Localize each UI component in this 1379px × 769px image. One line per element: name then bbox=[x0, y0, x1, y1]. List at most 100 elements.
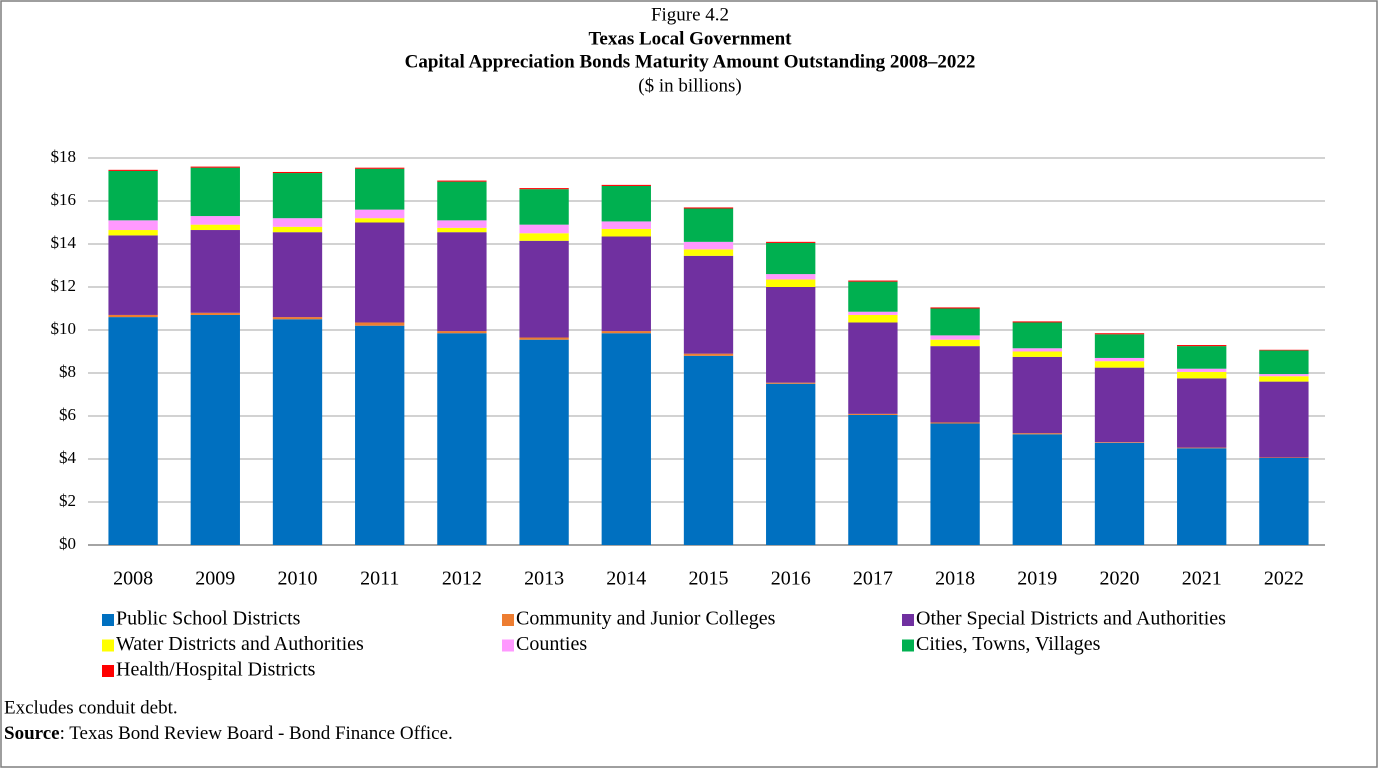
bar-segment bbox=[190, 314, 240, 545]
bar-segment bbox=[1012, 348, 1062, 352]
bar-segment bbox=[1177, 345, 1227, 347]
x-tick-label: 2008 bbox=[113, 568, 153, 590]
bar-segment bbox=[1177, 346, 1227, 369]
legend-swatch bbox=[502, 614, 514, 626]
y-tick-label: $8 bbox=[59, 362, 76, 381]
legend-label: Community and Junior Colleges bbox=[516, 608, 776, 630]
bar-segment bbox=[683, 208, 734, 242]
bar-segment bbox=[683, 249, 734, 256]
legend-swatch bbox=[902, 639, 914, 652]
chart-subtitle: ($ in billions) bbox=[638, 75, 741, 96]
bar-segment bbox=[1094, 361, 1145, 368]
bar-segment bbox=[930, 346, 980, 423]
bar-segment bbox=[766, 287, 816, 383]
bar-segment bbox=[1259, 349, 1309, 351]
bar-segment bbox=[601, 333, 651, 545]
bar-segment bbox=[848, 322, 898, 414]
x-tick-label: 2009 bbox=[195, 568, 235, 590]
bar-segment bbox=[848, 280, 898, 282]
bar-segment bbox=[108, 235, 158, 315]
bar-segment bbox=[108, 220, 158, 231]
bar-segment bbox=[108, 317, 158, 545]
legend-label: Water Districts and Authorities bbox=[116, 633, 364, 655]
y-tick-label: $14 bbox=[51, 233, 77, 252]
x-tick-label: 2014 bbox=[606, 568, 646, 590]
y-tick-label: $12 bbox=[51, 276, 77, 295]
source: Source: Texas Bond Review Board - Bond F… bbox=[4, 723, 453, 744]
x-tick-label: 2022 bbox=[1264, 568, 1304, 590]
bar-segment bbox=[190, 167, 240, 217]
bar-segment bbox=[766, 241, 816, 243]
bar-segment bbox=[1012, 434, 1062, 545]
legend-swatch bbox=[902, 614, 914, 626]
y-tick-label: $0 bbox=[59, 534, 76, 553]
bar-segment bbox=[930, 335, 980, 340]
bar-segment bbox=[272, 317, 323, 320]
bar-segment bbox=[1259, 381, 1309, 458]
bar-segment bbox=[601, 184, 651, 186]
bar-segment bbox=[766, 382, 816, 384]
bar-segment bbox=[930, 308, 980, 336]
y-tick-label: $18 bbox=[51, 147, 77, 166]
bar-segment bbox=[683, 353, 734, 356]
bar-segment bbox=[1259, 457, 1309, 545]
x-tick-label: 2021 bbox=[1182, 568, 1222, 590]
bar-segment bbox=[1177, 368, 1227, 372]
bar-segment bbox=[519, 233, 569, 241]
bar-segment bbox=[437, 232, 487, 332]
bar-segment bbox=[437, 227, 487, 233]
bar-segment bbox=[848, 311, 898, 315]
chart-title: Texas Local Government bbox=[588, 28, 792, 49]
x-tick-label: 2010 bbox=[278, 568, 318, 590]
bar-segment bbox=[1012, 433, 1062, 435]
bar-segment bbox=[272, 171, 323, 174]
legend-swatch bbox=[502, 639, 514, 652]
bar-segment bbox=[766, 279, 816, 287]
bar-segment bbox=[930, 339, 980, 347]
bar-segment bbox=[1012, 322, 1062, 349]
bar-segment bbox=[1177, 447, 1227, 449]
x-tick-label: 2016 bbox=[771, 568, 811, 590]
bar-segment bbox=[766, 274, 816, 280]
bar-segment bbox=[437, 180, 487, 182]
figure-label: Figure 4.2 bbox=[651, 4, 729, 25]
y-tick-label: $16 bbox=[51, 190, 77, 209]
y-tick-label: $4 bbox=[59, 448, 77, 467]
legend-swatch bbox=[102, 639, 114, 652]
bar-segment bbox=[272, 232, 323, 318]
legend-label: Counties bbox=[516, 633, 587, 655]
bar-segment bbox=[601, 228, 651, 237]
bar-segment bbox=[355, 167, 405, 169]
bar-segment bbox=[1259, 350, 1309, 375]
bar-segment bbox=[355, 322, 405, 326]
bar-segment bbox=[519, 337, 569, 340]
bar-segment bbox=[848, 281, 898, 312]
bar-segment bbox=[766, 242, 816, 275]
bar-segment bbox=[190, 312, 240, 315]
bar-segment bbox=[355, 325, 405, 545]
bar-segment bbox=[1259, 374, 1309, 377]
y-tick-label: $2 bbox=[59, 491, 76, 510]
x-tick-label: 2017 bbox=[853, 568, 893, 590]
bar-segment bbox=[190, 230, 240, 313]
legend-swatch bbox=[102, 614, 114, 626]
bar-segment bbox=[1094, 442, 1145, 443]
bar-segment bbox=[1094, 334, 1145, 358]
legend-label: Other Special Districts and Authorities bbox=[916, 608, 1226, 630]
bar-segment bbox=[108, 230, 158, 236]
bar-segment bbox=[437, 220, 487, 228]
bar-segment bbox=[190, 224, 240, 231]
bar-segment bbox=[848, 414, 898, 545]
bar-segment bbox=[848, 413, 898, 415]
y-tick-label: $10 bbox=[51, 319, 77, 338]
bar-segment bbox=[1177, 378, 1227, 448]
bar-segment bbox=[1094, 333, 1145, 335]
bar-segment bbox=[519, 240, 569, 338]
bar-segment bbox=[355, 209, 405, 219]
bar-segment bbox=[272, 226, 323, 233]
bar-segment bbox=[272, 218, 323, 227]
x-tick-label: 2019 bbox=[1017, 568, 1057, 590]
bar-segment bbox=[848, 314, 898, 323]
